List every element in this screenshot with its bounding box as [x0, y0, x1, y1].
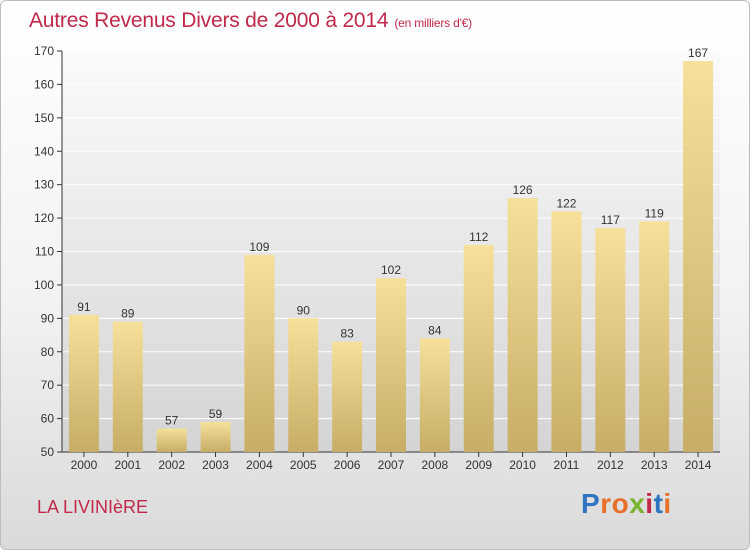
y-tick-label: 130	[34, 178, 54, 192]
bar-2003	[200, 421, 231, 452]
x-tick-label: 2011	[554, 458, 580, 472]
bar-value-label: 90	[297, 303, 311, 317]
bar-value-label: 112	[469, 230, 488, 244]
bar-value-label: 59	[209, 407, 223, 421]
chart-title-text: Autres Revenus Divers de 2000 à 2014	[29, 9, 389, 32]
x-tick-label: 2009	[465, 458, 492, 472]
logo-letter: x	[629, 488, 646, 519]
bar-value-label: 91	[77, 300, 91, 314]
bar-2011	[551, 211, 582, 452]
y-tick-label: 70	[41, 378, 55, 392]
y-tick-label: 170	[34, 44, 54, 58]
y-tick-label: 160	[34, 77, 54, 91]
bar-value-label: 57	[165, 414, 179, 428]
y-tick-label: 120	[34, 211, 54, 225]
bar-value-label: 119	[645, 206, 664, 220]
bar-value-label: 89	[121, 307, 135, 321]
y-tick-label: 150	[34, 111, 54, 125]
y-tick-label: 100	[34, 278, 54, 292]
bar-2005	[288, 318, 319, 452]
bar-2006	[332, 341, 363, 452]
bar-2002	[156, 428, 187, 452]
x-tick-label: 2004	[246, 458, 273, 472]
bar-2008	[419, 338, 450, 452]
bar-value-label: 126	[513, 183, 533, 197]
x-tick-label: 2012	[597, 458, 624, 472]
y-tick-label: 90	[41, 311, 55, 325]
logo-letter: i	[663, 488, 672, 519]
y-tick-label: 110	[35, 245, 54, 259]
bar-2014	[683, 61, 714, 453]
bar-value-label: 167	[688, 46, 708, 60]
commune-name: LA LIVINIèRE	[37, 497, 149, 517]
x-tick-label: 2014	[685, 458, 712, 472]
bar-2009	[463, 244, 494, 452]
bar-value-label: 83	[340, 327, 354, 341]
logo-letter: P	[581, 488, 601, 519]
x-tick-label: 2002	[158, 458, 185, 472]
x-tick-label: 2006	[334, 458, 361, 472]
x-tick-label: 2001	[114, 458, 141, 472]
logo-letter: r	[600, 488, 612, 519]
logo-letter: o	[611, 488, 630, 519]
x-tick-label: 2005	[290, 458, 317, 472]
bar-2004	[244, 254, 275, 452]
x-tick-label: 2008	[422, 458, 449, 472]
bar-2013	[639, 221, 670, 452]
y-tick-label: 50	[41, 445, 55, 459]
x-tick-label: 2010	[509, 458, 536, 472]
bar-value-label: 117	[601, 213, 620, 227]
x-tick-label: 2007	[378, 458, 405, 472]
bar-2000	[68, 314, 99, 452]
proxiti-logo: Proxiti	[581, 488, 672, 520]
bar-value-label: 102	[381, 263, 401, 277]
bar-value-label: 109	[249, 240, 269, 254]
y-tick-label: 140	[34, 144, 54, 158]
y-tick-label: 80	[41, 345, 55, 359]
chart-title: Autres Revenus Divers de 2000 à 2014 (en …	[29, 9, 472, 33]
chart-subtitle: (en milliers d'€)	[394, 16, 472, 30]
bar-value-label: 84	[428, 323, 442, 337]
logo-letter: t	[653, 488, 664, 519]
x-tick-label: 2000	[71, 458, 98, 472]
bar-2012	[595, 228, 626, 452]
bar-2001	[112, 321, 143, 452]
y-tick-label: 60	[41, 412, 55, 426]
bar-value-label: 122	[556, 196, 576, 210]
x-tick-label: 2013	[641, 458, 668, 472]
x-tick-label: 2003	[202, 458, 229, 472]
logo-letter: i	[645, 488, 654, 519]
bar-2010	[507, 198, 538, 452]
bar-2007	[376, 278, 406, 452]
